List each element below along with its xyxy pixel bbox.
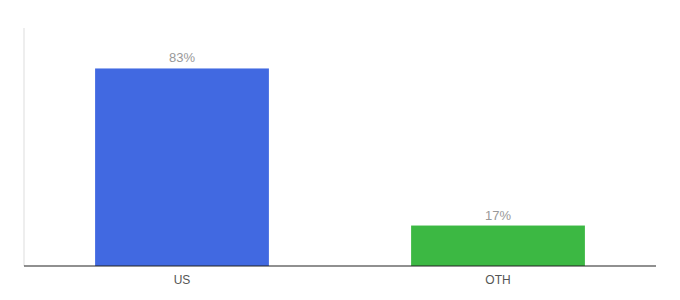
chart-svg: 83% 17% US OTH (0, 0, 680, 300)
y-axis-line (24, 28, 25, 266)
bar (411, 226, 585, 266)
bars (95, 68, 585, 266)
x-tick-label: US (174, 273, 191, 287)
x-axis-line (24, 265, 656, 266)
data-label: 17% (485, 208, 511, 223)
chart-container: 83% 17% US OTH (0, 0, 680, 300)
x-tick-labels: US OTH (174, 273, 511, 287)
data-label: 83% (169, 50, 195, 65)
x-tick-label: OTH (485, 273, 510, 287)
bar (95, 68, 269, 266)
data-labels: 83% 17% (169, 50, 511, 222)
